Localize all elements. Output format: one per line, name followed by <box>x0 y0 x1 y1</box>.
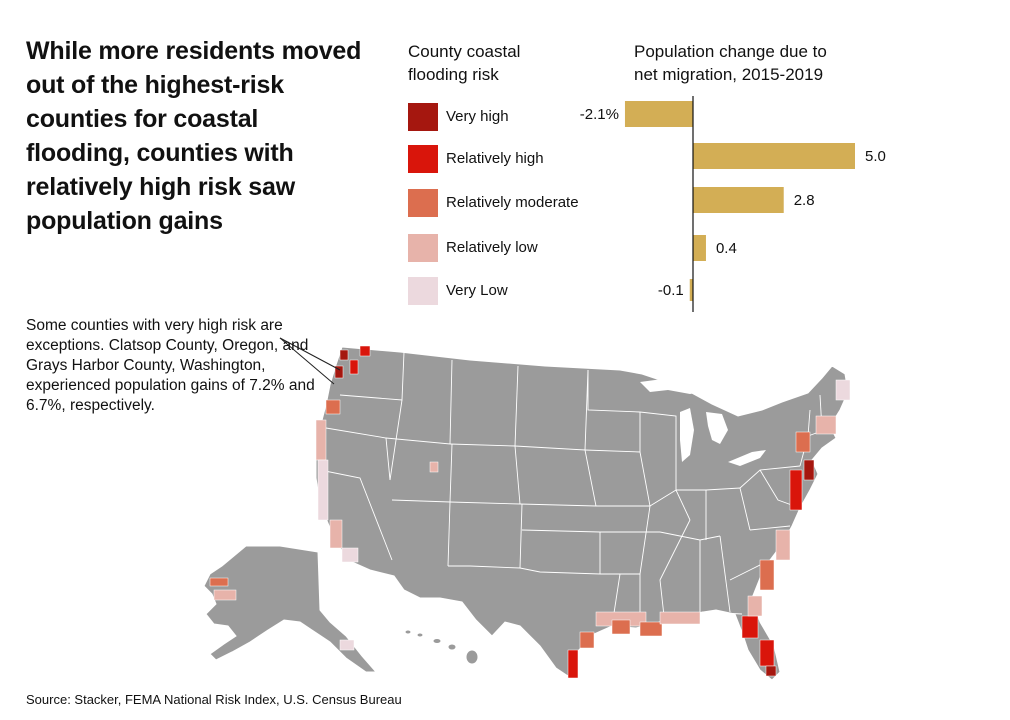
legend-item-relatively-low: Relatively low <box>408 234 628 262</box>
annotation: Some counties with very high risk are ex… <box>26 317 315 414</box>
legend-item-very-low: Very Low <box>408 277 628 305</box>
lake-superior <box>640 378 712 394</box>
bar-value-label: 2.8 <box>794 192 815 209</box>
map-land <box>203 346 849 681</box>
bar-value-label: 0.4 <box>716 240 737 257</box>
very-low-county <box>341 547 359 563</box>
bar-relatively-low <box>693 235 706 261</box>
legend-label: Relatively high <box>446 150 544 167</box>
very-low-county <box>317 459 329 521</box>
legend-label: Very high <box>446 108 509 125</box>
legend-label: Relatively low <box>446 239 538 256</box>
lake-huron <box>706 412 728 444</box>
annotation-leader-line <box>279 337 341 371</box>
very-high-county <box>339 349 349 361</box>
very-low-county <box>339 639 355 651</box>
relatively-moderate-county <box>579 631 595 649</box>
lake-michigan <box>680 408 694 462</box>
headline: While more residents moved out of the hi… <box>26 37 362 235</box>
legend-swatch <box>408 277 438 305</box>
relatively-moderate-county <box>209 577 229 587</box>
relatively-high-county <box>359 345 371 357</box>
legend-swatch <box>408 234 438 262</box>
legend-swatch <box>408 189 438 217</box>
relatively-high-county <box>741 615 759 639</box>
contiguous-us-shape <box>315 346 849 681</box>
bars-layer: -2.1% 5.0 2.8 0.4 -0.1 <box>580 101 886 301</box>
legend-label: Very Low <box>446 282 508 299</box>
alaska-shape <box>203 545 378 673</box>
very-low-county <box>835 379 851 401</box>
relatively-high-county <box>349 359 359 375</box>
relatively-low-county <box>815 415 837 435</box>
bar-very-high <box>624 101 693 127</box>
legend-swatch <box>408 103 438 131</box>
hawaii-island <box>447 643 457 651</box>
bar-value-label: -2.1% <box>580 106 619 123</box>
relatively-moderate-county <box>639 621 663 637</box>
bar-chart: -2.1% 5.0 2.8 0.4 -0.1 <box>580 96 886 312</box>
relatively-moderate-county <box>325 399 341 415</box>
bar-value-label: -0.1 <box>658 282 684 299</box>
very-high-county <box>334 365 344 379</box>
hawaii-island <box>465 649 479 665</box>
legend-title: County coastal flooding risk <box>408 42 521 84</box>
relatively-low-county <box>213 589 237 601</box>
relatively-high-county <box>789 469 803 511</box>
very-high-county <box>765 665 777 677</box>
hawaii-island <box>404 629 412 635</box>
legend-swatch <box>408 145 438 173</box>
relatively-low-county <box>775 529 791 561</box>
relatively-low-county <box>315 419 327 461</box>
bar-value-label: 5.0 <box>865 148 886 165</box>
relatively-low-county <box>659 611 701 625</box>
bar-relatively-high <box>693 143 855 169</box>
lake-erie <box>728 450 766 466</box>
hawaii-island <box>432 638 442 644</box>
very-high-county <box>803 459 815 481</box>
bar-very-low <box>689 279 693 301</box>
relatively-low-county <box>329 519 343 549</box>
source-note: Source: Stacker, FEMA National Risk Inde… <box>26 692 402 707</box>
relatively-high-county <box>567 649 579 679</box>
chart-title: Population change due to net migration, … <box>634 42 827 84</box>
legend-item-very-high: Very high <box>408 103 628 131</box>
relatively-moderate-county <box>759 559 775 591</box>
relatively-high-county <box>759 639 775 667</box>
hawaii-island <box>416 632 424 638</box>
annotation-leader-line <box>279 337 335 385</box>
relatively-low-county <box>429 461 439 473</box>
legend-item-relatively-moderate: Relatively moderate <box>408 189 628 217</box>
relatively-moderate-county <box>795 431 811 453</box>
relatively-low-county <box>747 595 763 617</box>
legend-item-relatively-high: Relatively high <box>408 145 628 173</box>
legend-label: Relatively moderate <box>446 194 579 211</box>
coastal-risk-counties <box>209 345 851 679</box>
relatively-moderate-county <box>611 619 631 635</box>
bar-relatively-moderate <box>693 187 784 213</box>
